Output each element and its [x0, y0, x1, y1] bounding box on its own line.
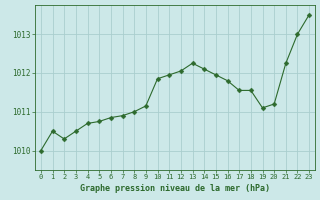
X-axis label: Graphe pression niveau de la mer (hPa): Graphe pression niveau de la mer (hPa) [80, 184, 270, 193]
